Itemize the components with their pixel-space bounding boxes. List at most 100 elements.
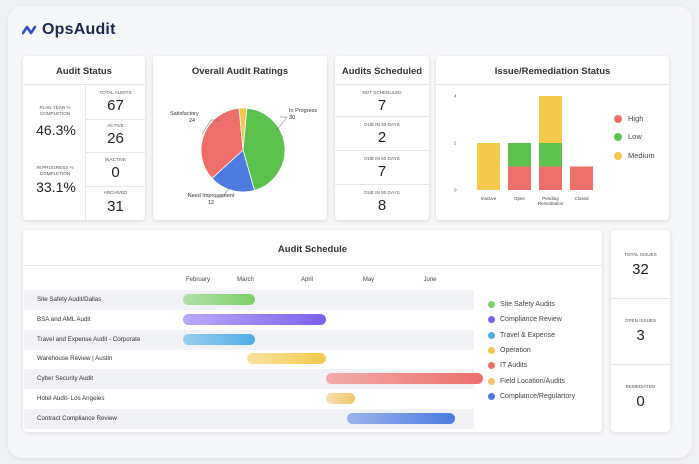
bar-low-pending-remediation[interactable]: [539, 143, 562, 167]
in-progress-value: 33.1%: [36, 179, 76, 195]
schedule-row-label: Cyber Security Audit: [37, 375, 94, 383]
month-label: May: [362, 277, 375, 283]
schedule-row-label: Warehouse Review | Austin: [37, 355, 113, 363]
bar-medium-inactive[interactable]: [477, 143, 500, 190]
schedule-row[interactable]: Travel and Expense Audit - Corporate: [24, 329, 474, 350]
schedule-legend-item: Travel & Expense: [488, 331, 555, 339]
audits-scheduled-card: Audits Scheduled NOT SCHEDULED 7 DUE IN …: [335, 56, 429, 220]
schedule-legend-swatch: [488, 377, 495, 385]
schedule-legend-label: Operation: [500, 346, 531, 354]
ratings-card: Overall Audit Ratings Satisfactory 24 In…: [153, 56, 327, 220]
active-audits: ACTIVE 26: [107, 123, 124, 147]
y-tick-label: 0: [454, 188, 457, 193]
schedule-legend-swatch: [488, 392, 495, 400]
schedule-bar[interactable]: [326, 393, 355, 404]
month-label: June: [423, 277, 437, 283]
schedule-legend-label: Field Location/Audits: [500, 377, 565, 385]
legend-high-swatch: [614, 114, 622, 123]
schedule-legend-item: Compliance/Regulartory: [488, 392, 576, 400]
total-issues: TOTAL ISSUES 32: [624, 252, 657, 278]
pie-label-satisfactory: Satisfactory 24: [170, 111, 199, 124]
audit-status-card: Audit Status PLAN YEAR % COMPLETION 46.3…: [23, 56, 145, 220]
open-issues: OPEN ISSUES 3: [624, 318, 657, 344]
month-label: April: [300, 277, 314, 283]
schedule-row-label: BSA and AML Audit: [37, 315, 91, 323]
schedule-legend-swatch: [488, 316, 495, 324]
schedule-row[interactable]: Contract Compliance Review: [24, 408, 474, 429]
logo-wave-icon: [22, 25, 37, 35]
due-in-90-days: DUE IN 90 DAYS 8: [364, 190, 400, 214]
schedule-legend-label: Site Safety Audits: [500, 301, 555, 308]
legend-low: Low: [614, 132, 642, 141]
remediated-issues: REMEDIATED 0: [625, 384, 656, 410]
x-category-label: Remediation: [538, 201, 564, 206]
bar-medium-pending-remediation[interactable]: [539, 96, 562, 143]
pie-label-in-progress: In Progress 30: [289, 108, 318, 121]
schedule-row[interactable]: Hotel Audit- Los Angeles: [24, 389, 474, 409]
in-progress-label: IN PROGRESS % COMPLETION: [36, 165, 74, 176]
due-in-60-days: DUE IN 60 DAYS 7: [364, 156, 400, 180]
app-name: OpsAudit: [42, 21, 116, 38]
schedule-legend-item: IT Audits: [488, 362, 528, 370]
due-in-30-days: DUE IN 30 DAYS 2: [364, 122, 400, 146]
schedule-bar[interactable]: [326, 373, 484, 385]
plan-year-value: 46.3%: [36, 122, 76, 138]
schedule-bar[interactable]: [183, 294, 255, 305]
bar-high-pending-remediation[interactable]: [539, 166, 562, 191]
issue-counts-card: TOTAL ISSUES 32 OPEN ISSUES 3 REMEDIATED…: [611, 230, 670, 432]
schedule-legend-swatch: [488, 301, 495, 308]
schedule-bar[interactable]: [347, 412, 455, 424]
pie-slice-satisfactory[interactable]: [200, 107, 244, 179]
x-category-label: Open: [514, 196, 526, 201]
legend-medium: Medium: [614, 151, 655, 160]
y-tick-label: 4: [454, 94, 457, 99]
pie-slice-need-improvement[interactable]: [211, 149, 255, 193]
schedule-legend-item: Field Location/Audits: [488, 377, 565, 385]
schedule-bar[interactable]: [183, 313, 326, 325]
schedule-row-label: Hotel Audit- Los Angeles: [37, 395, 105, 402]
bar-low-open[interactable]: [508, 143, 531, 167]
month-label: February: [185, 277, 211, 283]
schedule-row[interactable]: Warehouse Review | Austin: [24, 349, 474, 369]
schedule-row[interactable]: Cyber Security Audit: [24, 369, 484, 390]
plan-year-label: PLAN YEAR % COMPLETION: [39, 105, 71, 116]
ratings-pie-chart: [200, 107, 288, 198]
legend-low-swatch: [614, 132, 622, 141]
legend-medium-swatch: [614, 151, 622, 160]
schedule-legend-item: Operation: [488, 346, 531, 354]
archived-audits: ARCHIVED 31: [103, 190, 128, 215]
issue-status-card: Issue/Remediation Status 0 2 4 Inactive Open…: [436, 56, 669, 220]
schedule-legend-label: Compliance/Regulartory: [500, 392, 576, 400]
schedule-legend-label: Travel & Expense: [500, 331, 555, 339]
app-logo[interactable]: OpsAudit: [22, 21, 116, 39]
month-label: March: [237, 277, 254, 283]
legend-high: High: [614, 114, 643, 123]
schedule-row[interactable]: BSA and AML Audit: [24, 310, 474, 330]
y-tick-label: 2: [454, 141, 457, 146]
audits-scheduled-title: Audits Scheduled: [341, 66, 423, 77]
audit-schedule-title: Audit Schedule: [277, 244, 348, 255]
pie-slice-in-progress[interactable]: [242, 107, 286, 191]
x-category-label: Pending: [542, 196, 559, 201]
audit-status-title: Audit Status: [56, 66, 112, 77]
inactive-audits: INACTIVE 0: [104, 157, 127, 181]
issue-status-title: Issue/Remediation Status: [494, 66, 611, 77]
schedule-row-label: Travel and Expense Audit - Corporate: [37, 335, 141, 343]
schedule-legend-label: Compliance Review: [500, 316, 562, 324]
schedule-legend-swatch: [488, 346, 495, 354]
x-category-label: Closed: [574, 196, 589, 201]
schedule-legend-item: Compliance Review: [488, 316, 562, 324]
pie-slice-other[interactable]: [238, 107, 248, 151]
total-audits: TOTAL AUDITS 67: [99, 90, 132, 114]
schedule-bar[interactable]: [183, 333, 255, 345]
bar-high-open[interactable]: [508, 166, 531, 191]
schedule-row[interactable]: Site Safety Audit/Dallas: [24, 290, 474, 310]
schedule-legend-swatch: [488, 362, 495, 370]
schedule-row-label: Site Safety Audit/Dallas: [37, 296, 102, 303]
x-category-label: Inactive: [481, 196, 497, 201]
schedule-legend-label: IT Audits: [500, 362, 528, 370]
bar-high-closed[interactable]: [570, 166, 593, 191]
schedule-legend-swatch: [488, 331, 495, 339]
schedule-bar[interactable]: [247, 353, 326, 365]
